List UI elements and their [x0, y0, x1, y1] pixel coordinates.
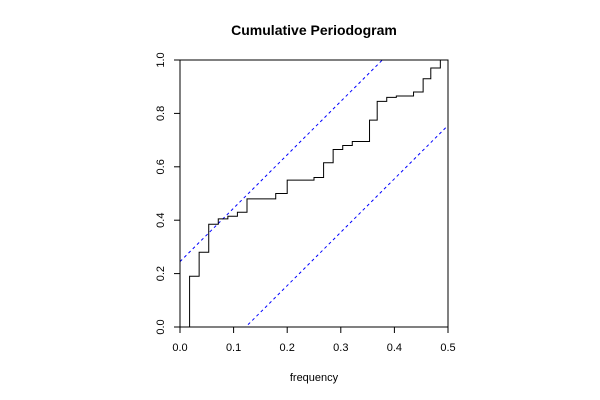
lower-band-line	[244, 125, 448, 327]
y-axis: 0.0 0.2 0.4 0.6 0.8 1.0	[155, 52, 180, 335]
x-tick-label: 0.1	[226, 342, 241, 354]
y-tick-label: 0.8	[155, 106, 167, 121]
series-layer	[180, 60, 448, 327]
y-tick-label: 0.2	[155, 266, 167, 281]
x-tick-label: 0.3	[333, 342, 348, 354]
x-axis-label: frequency	[290, 372, 339, 384]
x-axis: 0.0 0.1 0.2 0.3 0.4 0.5	[172, 327, 456, 354]
upper-band-line	[180, 60, 384, 262]
y-tick-label: 0.6	[155, 159, 167, 174]
y-tick-label: 0.0	[155, 319, 167, 334]
x-tick-label: 0.0	[172, 342, 187, 354]
confidence-bands	[180, 60, 448, 327]
chart-title: Cumulative Periodogram	[231, 22, 397, 38]
y-tick-label: 0.4	[155, 213, 167, 228]
x-tick-label: 0.5	[440, 342, 455, 354]
x-tick-label: 0.4	[387, 342, 402, 354]
x-tick-label: 0.2	[280, 342, 295, 354]
y-tick-label: 1.0	[155, 52, 167, 67]
cumulative-periodogram-line	[180, 60, 448, 327]
plot-frame	[179, 59, 449, 328]
